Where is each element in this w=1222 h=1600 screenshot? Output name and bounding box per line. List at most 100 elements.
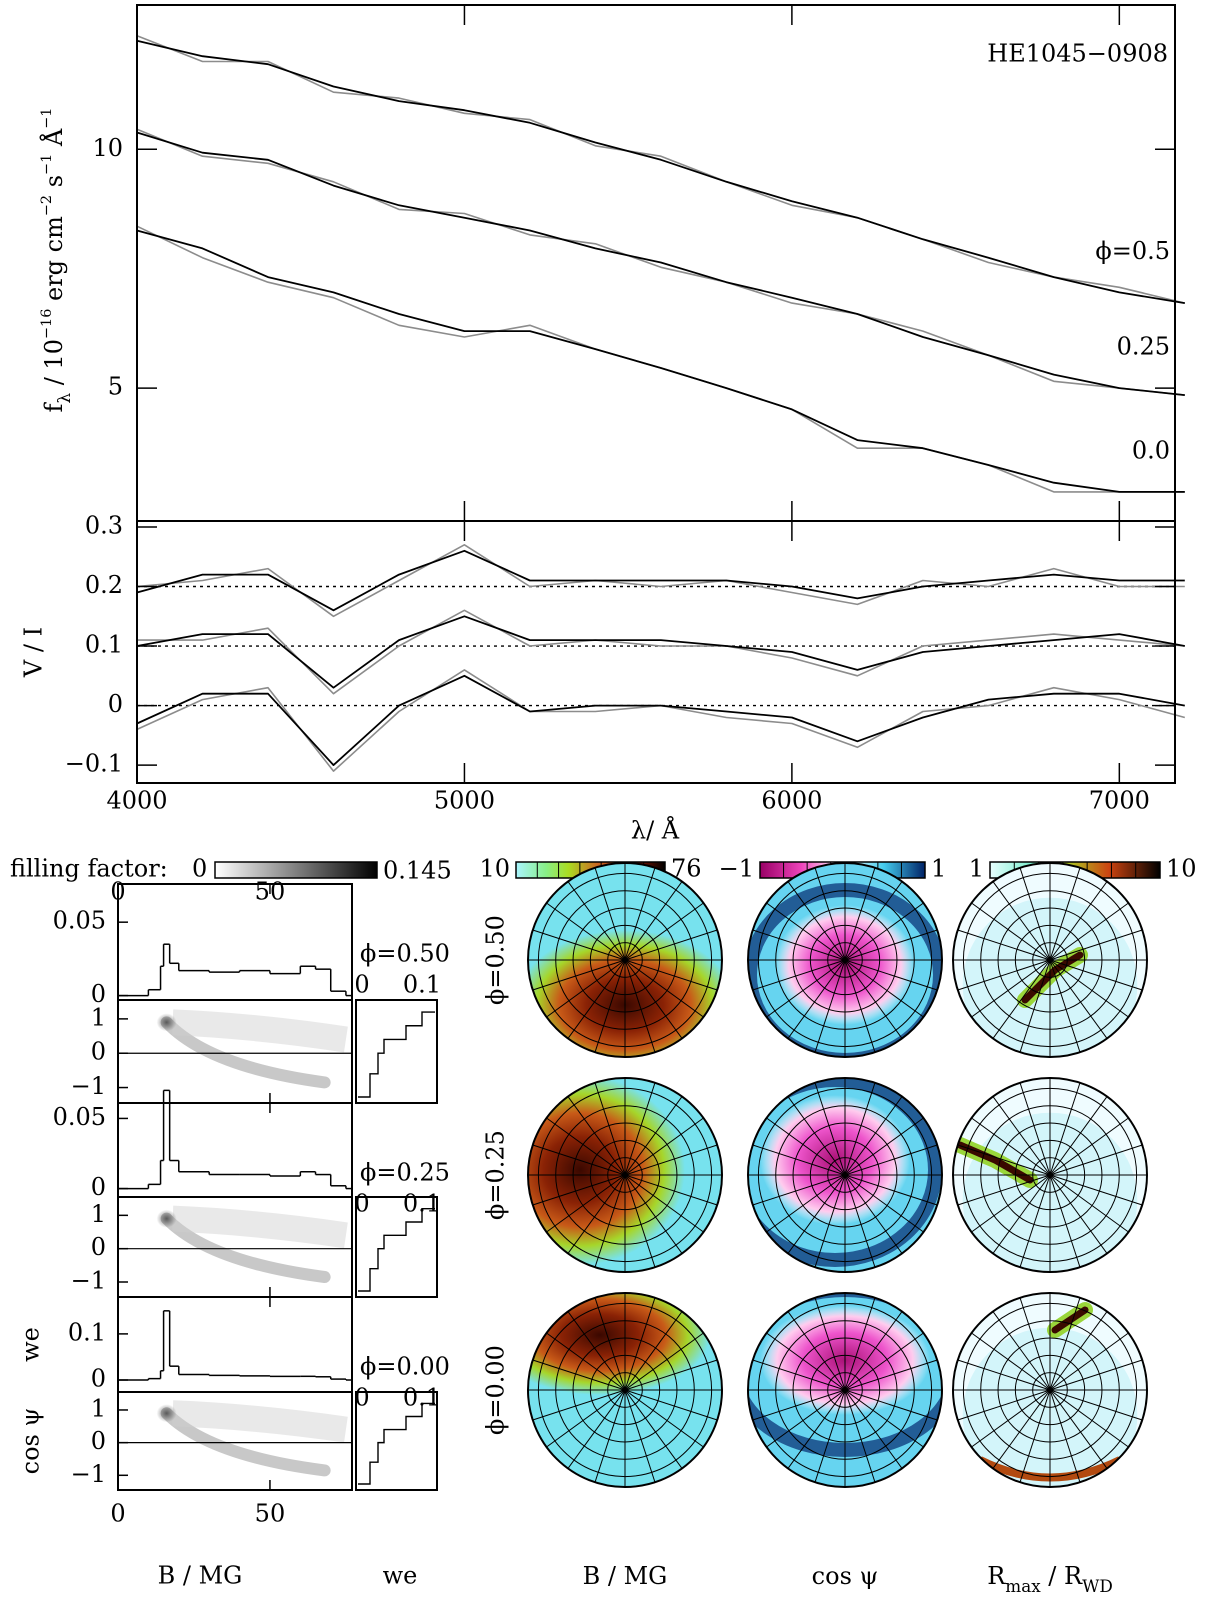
sphere-outline (952, 1292, 1148, 1488)
meridian-line (844, 1117, 924, 1176)
meridian-line (957, 1144, 1051, 1176)
side-profile (358, 1207, 435, 1292)
meridian-line (624, 1311, 683, 1391)
sphere (953, 863, 1147, 1057)
meridian-line (844, 1144, 938, 1176)
y-tick-label: 0.05 (53, 1103, 106, 1131)
x-tick-label: 50 (255, 878, 286, 906)
y-tick-label: −1 (71, 1267, 106, 1295)
density-map (156, 1009, 348, 1089)
y-axis-label: V / I (20, 627, 48, 678)
y-tick-label: 0.1 (85, 631, 123, 659)
meridian-line (546, 902, 626, 961)
row-label: ϕ=0.50 (482, 915, 510, 1005)
y-tick-label: 0 (91, 1173, 106, 1201)
meridian-line (1049, 1389, 1108, 1469)
meridian-line (1049, 1117, 1129, 1176)
meridian-line (624, 959, 704, 1018)
observed-line (136, 544, 1185, 618)
meridian-line (624, 1359, 718, 1391)
meridian-line (844, 1389, 938, 1421)
meridian-line (992, 1311, 1051, 1391)
text-part: −1 (39, 108, 55, 129)
meridian-line (971, 959, 1051, 1018)
row-label: ϕ=0.25 (482, 1130, 510, 1220)
meridian-line (814, 1174, 846, 1268)
meridian-line (787, 1311, 846, 1391)
meridian-line (624, 1174, 718, 1206)
density-peak (156, 1404, 177, 1423)
colorbar-tick-label: 0 (192, 855, 207, 883)
meridian-line (624, 1389, 656, 1483)
text-part: / R (1041, 1562, 1083, 1590)
meridian-line (992, 1389, 1051, 1469)
sphere (748, 1293, 942, 1487)
y-tick-label: 0 (91, 980, 106, 1008)
meridian-line (844, 881, 903, 961)
meridian-line (844, 902, 924, 961)
we-tick-label: 0 (354, 1384, 369, 1412)
meridian-line (971, 902, 1051, 961)
meridian-line (1049, 1297, 1081, 1391)
meridian-line (844, 1389, 903, 1469)
text-part: cos ψ (812, 1562, 879, 1590)
meridian-line (624, 1082, 656, 1176)
meridian-line (844, 1174, 903, 1254)
meridian-line (1049, 1082, 1081, 1176)
phase-label: ϕ=0.50 (360, 940, 450, 968)
y-tick-label: 0 (91, 1233, 106, 1261)
colorbar-tick-label: 1 (969, 855, 984, 883)
x-tick-label: 0 (110, 878, 125, 906)
meridian-line (624, 1389, 718, 1421)
x-axis-label: we (383, 1562, 418, 1590)
meridian-line (624, 1332, 704, 1391)
meridian-line (844, 1174, 924, 1233)
meridian-line (1049, 1389, 1143, 1421)
sphere-streak (1051, 1306, 1089, 1334)
meridian-line (752, 1144, 846, 1176)
meridian-line (624, 867, 656, 961)
colorbar (214, 861, 378, 879)
colorbar-tick-label: −1 (719, 855, 754, 883)
meridian-line (766, 1389, 846, 1448)
meridian-line (844, 1096, 903, 1176)
meridian-line (1019, 1297, 1051, 1391)
side-profile (358, 1402, 435, 1485)
y-tick-label: 0 (91, 1365, 106, 1393)
density-band (160, 1016, 331, 1089)
y-tick-label: 0.1 (68, 1318, 106, 1346)
text-part: s (40, 175, 68, 195)
meridian-line (844, 1311, 903, 1391)
meridian-line (1049, 929, 1143, 961)
meridian-line (752, 1359, 846, 1391)
meridian-line (546, 1332, 626, 1391)
sphere-ring (748, 1078, 942, 1267)
meridian-line (1049, 1389, 1081, 1483)
meridian-line (567, 881, 626, 961)
meridian-line (766, 959, 846, 1018)
meridian-line (971, 1174, 1051, 1233)
text-part: B / MG (583, 1562, 668, 1590)
meridian-line (844, 1082, 876, 1176)
series-label: 0.0 (1132, 436, 1170, 464)
sphere-shade (528, 1078, 685, 1265)
meridian-line (752, 1389, 846, 1421)
panel-frame (117, 999, 353, 1104)
meridian-line (1049, 1174, 1129, 1233)
meridian-line (624, 1174, 683, 1254)
panel-frame (355, 1196, 438, 1298)
y-tick-label: 0 (108, 690, 123, 718)
we-tick-label: 0 (354, 971, 369, 999)
meridian-line (1049, 1174, 1108, 1254)
meridian-line (532, 1359, 626, 1391)
meridian-line (624, 1389, 704, 1448)
density-band (160, 1212, 331, 1283)
meridian-line (957, 1359, 1051, 1391)
y-tick-label: −1 (71, 1460, 106, 1488)
density-map (156, 1400, 348, 1477)
density-band (160, 1407, 331, 1477)
sphere-outline (747, 1292, 943, 1488)
panel-frame (136, 4, 1176, 522)
sphere-shade (528, 1293, 710, 1395)
